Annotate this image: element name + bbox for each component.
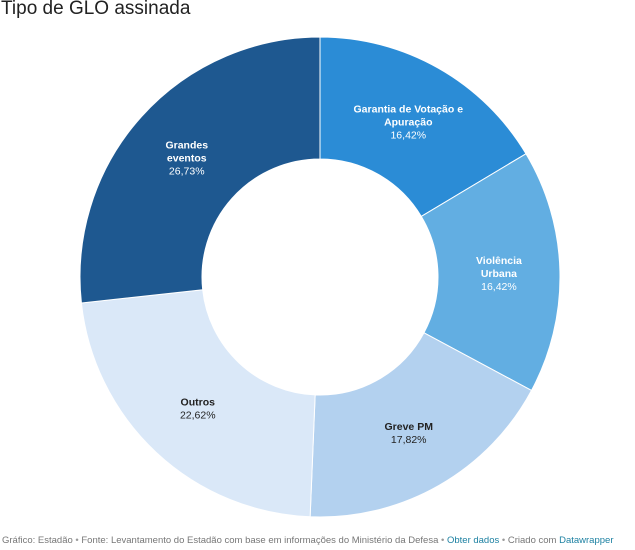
footer-data-source: Fonte: Levantamento do Estadão com base … xyxy=(81,535,439,546)
slice-category-label: Outros xyxy=(181,396,216,408)
slice-label: Greve PM 17,82% xyxy=(385,421,434,446)
footer-separator: • xyxy=(441,535,445,546)
slice-value-label: 22,62% xyxy=(180,409,216,421)
footer-separator: • xyxy=(75,535,79,546)
chart-footer: Gráfico: Estadão • Fonte: Levantamento d… xyxy=(2,535,613,546)
slice-value-label: 16,42% xyxy=(481,281,517,293)
footer-source: Gráfico: Estadão xyxy=(2,535,73,546)
slice-value-label: 26,73% xyxy=(169,165,205,177)
get-data-link[interactable]: Obter dados xyxy=(446,535,500,546)
donut-slice[interactable] xyxy=(80,289,316,518)
donut-slice[interactable] xyxy=(420,153,561,392)
footer-separator: • xyxy=(501,535,506,546)
datawrapper-link[interactable]: Datawrapper xyxy=(559,535,614,546)
slice-category-label: Apuração xyxy=(384,116,432,128)
slice-category-label: eventos xyxy=(167,152,207,164)
chart-title: Tipo de GLO assinada xyxy=(1,0,191,19)
donut-slice[interactable] xyxy=(309,332,533,518)
slice-category-label: Garantia de Votação e xyxy=(354,103,464,115)
slice-value-label: 17,82% xyxy=(391,434,427,446)
slice-category-label: Violência xyxy=(476,255,522,267)
slice-category-label: Grandes xyxy=(165,139,208,151)
footer-created-with: Criado com xyxy=(507,535,557,546)
slice-label: Garantia de Votação e Apuração 16,42% xyxy=(354,103,464,141)
donut-slice[interactable] xyxy=(79,36,321,304)
slice-value-label: 16,42% xyxy=(390,129,426,141)
donut-chart: Garantia de Votação e Apuração 16,42%Violê… xyxy=(79,36,561,518)
slice-label: Outros 22,62% xyxy=(180,396,216,421)
slice-label: Violência Urbana 16,42% xyxy=(476,255,522,293)
slice-category-label: Urbana xyxy=(481,268,517,280)
slice-category-label: Greve PM xyxy=(385,421,434,433)
slice-label: Grandes eventos 26,73% xyxy=(165,139,208,177)
donut-slice[interactable] xyxy=(319,36,527,218)
